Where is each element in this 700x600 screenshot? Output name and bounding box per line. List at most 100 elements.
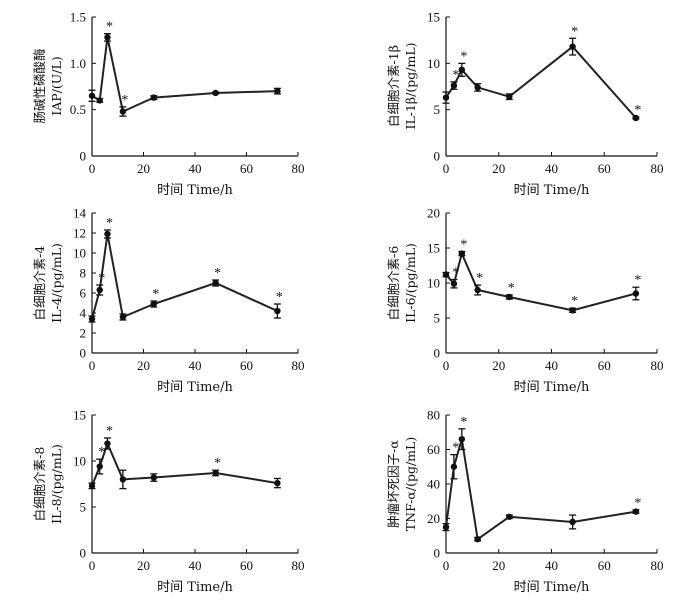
- significance-star: *: [452, 68, 459, 83]
- y-tick-label: 1.0: [70, 56, 86, 71]
- y-tick-label: 0: [80, 546, 87, 561]
- y-axis-label-line: 肿瘤坏死因子-α: [386, 440, 401, 528]
- x-tick-label: 40: [189, 161, 202, 176]
- significance-star: *: [508, 281, 515, 296]
- data-point: [458, 66, 466, 74]
- x-tick-label: 20: [492, 161, 505, 176]
- data-point: [506, 93, 513, 100]
- data-point: [104, 440, 111, 447]
- x-tick-label: 60: [240, 358, 253, 373]
- x-axis-label: 时间 Time/h: [514, 380, 590, 395]
- y-tick-label: 5: [434, 102, 441, 117]
- data-point: [96, 286, 103, 294]
- y-tick-label: 0: [434, 546, 441, 561]
- panel-3: 0 20 40 60 80 0 2 4 6 8 10 12 14 时间 Time/h 白细胞介素-4 IL-4…: [32, 206, 305, 396]
- data-point: [274, 307, 281, 315]
- y-tick-label: 40: [427, 477, 440, 492]
- series-line: [445, 250, 637, 312]
- significance-star: *: [276, 290, 283, 305]
- data-point: [150, 474, 157, 481]
- y-axis-label: 白细胞介素-6 IL-6/(pg/mL): [386, 243, 418, 323]
- data-point: [474, 84, 481, 91]
- data-point: [274, 479, 281, 487]
- data-point: [450, 280, 458, 287]
- x-tick-label: 80: [292, 358, 305, 373]
- panel-2: 0 20 40 60 80 0 5 10 15 时间 Time/h 白细胞介素-1β IL-1β/(p…: [386, 10, 664, 199]
- y-tick-label: 2: [80, 326, 87, 341]
- y-axis-label-line: IL-6/(pg/mL): [403, 243, 418, 323]
- significance-star: *: [460, 415, 467, 430]
- y-axis-label-line: 白细胞介素-8: [32, 447, 47, 522]
- significance-star: *: [121, 93, 128, 108]
- x-tick-label: 60: [240, 558, 253, 573]
- data-point: [274, 87, 281, 95]
- x-tick-label: 80: [651, 161, 664, 176]
- y-axis-label-line: IL-8/(pg/mL): [49, 444, 64, 524]
- x-tick-label: 40: [545, 161, 558, 176]
- significance-star: *: [452, 266, 459, 281]
- data-point: [474, 286, 481, 294]
- x-tick-label: 0: [89, 558, 96, 573]
- y-axis-label-line: 白细胞介素-4: [32, 246, 47, 321]
- x-tick-label: 40: [545, 558, 558, 573]
- significance-star: *: [152, 287, 159, 302]
- x-tick-label: 40: [545, 358, 558, 373]
- data-point: [569, 43, 576, 50]
- significance-star: *: [571, 24, 578, 39]
- y-tick-label: 8: [80, 266, 87, 281]
- data-point: [632, 508, 640, 515]
- data-point: [150, 300, 157, 308]
- data-point: [474, 536, 481, 543]
- data-point: [450, 82, 458, 89]
- significance-star: *: [98, 271, 105, 286]
- y-axis-label-line: TNF-α/(pg/mL): [403, 437, 418, 531]
- data-point: [96, 463, 103, 470]
- y-axis-label: 白细胞介素-8 IL-8/(pg/mL): [32, 444, 64, 524]
- y-tick-label: 0: [80, 346, 87, 361]
- x-axis-label: 时间 Time/h: [514, 183, 590, 198]
- y-axis-label-line: 肠碱性磷酸酶: [32, 48, 47, 123]
- x-tick-label: 20: [137, 358, 150, 373]
- y-tick-label: 10: [427, 276, 440, 291]
- x-tick-label: 40: [189, 558, 202, 573]
- significance-star: *: [634, 273, 641, 288]
- x-tick-label: 80: [292, 558, 305, 573]
- y-tick-label: 5: [80, 500, 87, 515]
- y-axis-label-line: 白细胞介素-1β: [386, 45, 401, 127]
- data-point: [632, 290, 640, 297]
- y-axis-label: 白细胞介素-4 IL-4/(pg/mL): [32, 243, 64, 323]
- x-tick-label: 40: [189, 358, 202, 373]
- y-tick-label: 15: [427, 241, 440, 256]
- x-tick-label: 60: [598, 161, 611, 176]
- y-tick-label: 6: [80, 286, 87, 301]
- y-tick-label: 12: [73, 226, 86, 241]
- y-tick-label: 10: [73, 454, 86, 469]
- data-point: [212, 279, 219, 287]
- significance-star: *: [106, 216, 113, 231]
- data-point: [450, 463, 458, 470]
- series-line: [91, 233, 278, 320]
- data-point: [212, 469, 219, 477]
- significance-star: *: [214, 266, 221, 281]
- data-point: [458, 250, 466, 257]
- x-tick-label: 0: [443, 358, 450, 373]
- y-tick-label: 0: [434, 149, 441, 164]
- x-tick-label: 20: [137, 161, 150, 176]
- x-tick-label: 0: [89, 358, 96, 373]
- data-point: [88, 482, 96, 490]
- y-tick-label: 60: [427, 442, 440, 457]
- x-tick-label: 20: [492, 358, 505, 373]
- series-line: [91, 37, 278, 113]
- data-point: [212, 89, 219, 97]
- significance-star: *: [452, 441, 459, 456]
- data-point: [569, 307, 576, 314]
- panel-1: 0 20 40 60 80 0 0.5 1.0 1.5 时间 Time/h 肠碱性磷酸酶 IAP/(U…: [32, 10, 305, 199]
- data-point: [88, 92, 96, 99]
- y-axis-label: 白细胞介素-1β IL-1β/(pg/mL): [386, 43, 418, 130]
- x-axis-label: 时间 Time/h: [157, 380, 233, 395]
- y-axis-label-line: IL-1β/(pg/mL): [403, 43, 418, 130]
- significance-star: *: [634, 496, 641, 511]
- data-point: [569, 518, 576, 526]
- x-axis-label: 时间 Time/h: [157, 183, 233, 198]
